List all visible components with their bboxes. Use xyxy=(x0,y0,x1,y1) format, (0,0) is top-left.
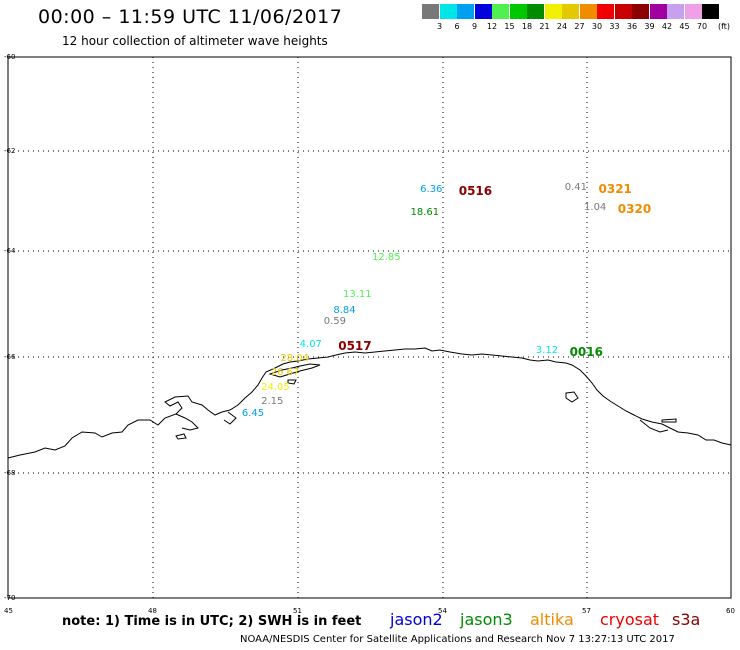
wave-height-label: 8.84 xyxy=(333,304,356,316)
lon-label: 57 xyxy=(582,607,591,615)
credit-line: NOAA/NESDIS Center for Satellite Applica… xyxy=(240,634,675,645)
legend-swatch xyxy=(474,4,492,19)
legend-label: 18 xyxy=(521,22,533,31)
legend-label: 33 xyxy=(609,22,620,31)
legend-swatch xyxy=(667,4,684,19)
graticule xyxy=(8,57,731,598)
legend-swatch xyxy=(684,4,702,19)
legend-label: 24 xyxy=(556,22,568,31)
legend-label: 12 xyxy=(486,22,498,31)
legend-label: 3 xyxy=(436,22,443,31)
lon-label: 54 xyxy=(438,607,447,615)
legend-swatch xyxy=(457,4,474,19)
legend-label: 70 xyxy=(696,22,708,31)
wave-height-label: 13.11 xyxy=(343,289,372,301)
legend-swatch xyxy=(702,4,719,19)
legend-swatch xyxy=(527,4,544,19)
legend-swatch xyxy=(597,4,614,19)
wave-height-label: 12.85 xyxy=(371,251,401,263)
legend-label: 15 xyxy=(504,22,515,31)
legend-label: 45 xyxy=(679,22,690,31)
wave-height-label: 6.45 xyxy=(241,408,265,419)
wave-height-label: 1.04 xyxy=(584,201,607,213)
lon-label: 51 xyxy=(293,607,302,615)
legend-swatch xyxy=(544,4,562,19)
footer-note: note: 1) Time is in UTC; 2) SWH is in fe… xyxy=(62,614,362,629)
legend-label: 9 xyxy=(471,22,478,31)
legend-label: 27 xyxy=(574,22,585,31)
wave-height-label: 26.67 xyxy=(270,367,300,379)
wave-height-label: 0.59 xyxy=(323,315,347,327)
legend-label: 30 xyxy=(591,22,603,31)
wave-height-label: 3.12 xyxy=(535,344,559,356)
map-title: 00:00 – 11:59 UTC 11/06/2017 xyxy=(38,6,343,28)
wave-height-label: 4.07 xyxy=(299,339,322,351)
wave-height-label: 0.41 xyxy=(564,181,588,193)
wave-height-label: 24.05 xyxy=(261,381,290,393)
wave-height-label: 18.61 xyxy=(410,206,440,218)
wave-height-label: 2.15 xyxy=(261,396,284,408)
legend-label: 39 xyxy=(644,22,655,31)
satellite-cryosat: cryosat xyxy=(600,610,660,629)
coastline xyxy=(7,347,732,459)
legend-swatch xyxy=(632,4,649,19)
lon-label: 60 xyxy=(726,607,735,615)
satellite-jason2: jason2 xyxy=(390,610,443,629)
legend-label: 36 xyxy=(626,22,638,31)
coastline-detail xyxy=(175,411,669,433)
pass-time-label: 0516 xyxy=(458,184,493,198)
satellite-s3a: s3a xyxy=(672,610,701,629)
pass-time-label: 0016 xyxy=(569,344,603,359)
legend-label: 42 xyxy=(661,22,673,31)
lat-label: -60 xyxy=(4,53,16,61)
legend-swatch xyxy=(422,4,439,19)
pass-time-label: 0321 xyxy=(598,181,632,196)
lat-label: -64 xyxy=(4,247,16,255)
wave-height-label: 6.36 xyxy=(420,184,443,195)
legend-swatch xyxy=(562,4,579,19)
legend-swatch xyxy=(579,4,597,19)
legend-label: 21 xyxy=(539,22,550,31)
map-subtitle: 12 hour collection of altimeter wave hei… xyxy=(62,34,328,48)
pass-time-label: 0320 xyxy=(617,201,652,216)
lat-label: -62 xyxy=(4,147,16,155)
satellite-altika: altika xyxy=(530,610,574,629)
wave-height-label: 28.04 xyxy=(280,352,310,364)
lat-label: -70 xyxy=(4,594,16,602)
lat-label: -68 xyxy=(4,469,16,477)
lon-label: 48 xyxy=(148,607,157,615)
legend-swatch xyxy=(509,4,527,19)
legend-swatch xyxy=(614,4,632,19)
legend-swatch xyxy=(439,4,457,19)
coastline-islands xyxy=(175,363,677,440)
legend-swatch xyxy=(649,4,667,19)
legend-unit-label: (ft) xyxy=(718,22,731,31)
map-frame xyxy=(7,56,732,599)
legend-label: 6 xyxy=(454,22,460,31)
pass-time-label: 0517 xyxy=(338,339,372,354)
legend-swatch xyxy=(492,4,509,19)
lon-label: 45 xyxy=(4,607,13,615)
satellite-jason3: jason3 xyxy=(460,610,513,629)
lat-label: -66 xyxy=(4,353,16,361)
